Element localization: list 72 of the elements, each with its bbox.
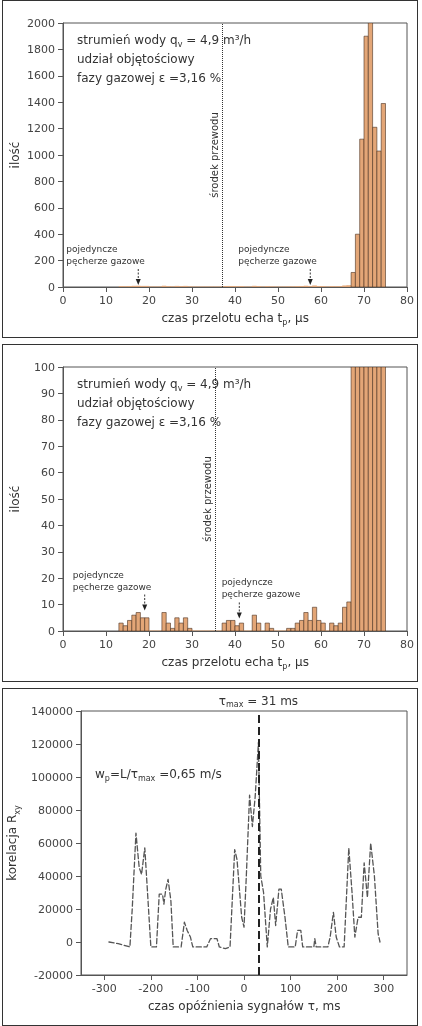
ref-line-label: środek przewodu [208, 112, 220, 198]
y-tick-label: 400 [34, 227, 55, 241]
x-tick-label: 60 [314, 294, 328, 307]
y-tick-label: 0 [48, 280, 55, 294]
x-tick-label: 80 [400, 294, 414, 307]
y-tick-label: 140000 [31, 704, 73, 718]
y-tick-label: 200 [34, 254, 55, 268]
y-tick-label: 30 [41, 545, 55, 559]
y-tick-label: 20 [41, 571, 55, 585]
y-tick-label: 1800 [27, 42, 55, 56]
annotation: strumień wody q$_{v}$ = 4,9 m³/h [77, 33, 252, 52]
y-tick-label: 800 [34, 174, 55, 188]
y-tick-label: 20000 [38, 902, 73, 916]
x-tick-label: 10 [99, 638, 113, 651]
x-tick-label: 60 [314, 638, 328, 651]
x-tick-label: 20 [142, 294, 156, 307]
annotation: pojedyncze pęcherze gazowe [72, 569, 152, 592]
x-tick-label: 200 [326, 982, 348, 995]
annotation: strumień wody q$_{v}$ = 4,9 m³/h [77, 377, 252, 396]
y-tick-label: 120000 [31, 737, 73, 751]
y-tick-label: 1400 [27, 95, 55, 109]
x-tick-label: -300 [91, 982, 117, 995]
x-tick-label: 100 [280, 982, 302, 995]
y-tick-label: 80 [41, 413, 55, 427]
y-tick-label: 0 [66, 935, 73, 949]
y-tick-label: 1200 [27, 122, 55, 136]
x-tick-label: 70 [357, 638, 371, 651]
annotation: udział objętościowy [77, 52, 195, 67]
annotation: fazy gazowej ε =3,16 % [77, 415, 222, 430]
x-tick-label: 40 [228, 294, 242, 307]
y-tick-label: 70 [41, 439, 55, 453]
x-tick-label: 40 [228, 638, 242, 651]
x-tick-label: 10 [99, 294, 113, 307]
ref-line-label: środek przewodu [202, 456, 214, 542]
x-axis-title: czas przelotu echa t$_{p}$, μs [161, 311, 309, 330]
x-tick-label: 300 [373, 982, 395, 995]
y-tick-label: 90 [41, 386, 55, 400]
x-tick-label: 80 [400, 638, 414, 651]
x-tick-label: 0 [240, 982, 248, 995]
y-tick-label: 1600 [27, 69, 55, 83]
y-axis-title: ilość [7, 485, 23, 513]
y-tick-label: 0 [48, 624, 55, 638]
annotation: fazy gazowej ε =3,16 % [77, 71, 222, 86]
y-axis-title: ilość [7, 141, 23, 169]
annotation: udział objętościowy [77, 396, 195, 411]
annotation: pojedyncze pęcherze gazowe [238, 244, 318, 266]
annotation: pojedyncze pęcherze gazowe [221, 577, 301, 600]
y-tick-label: 10 [41, 598, 55, 612]
x-axis-title: czas opóźnienia sygnałów τ, ms [148, 999, 341, 1014]
x-tick-label: 50 [271, 294, 285, 307]
x-axis-title: czas przelotu echa t$_{p}$, μs [161, 655, 309, 674]
y-tick-label: 2000 [27, 16, 55, 30]
annotation: w$_{p}$=L/τ$_{max}$ =0,65 m/s [95, 767, 222, 786]
y-tick-label: 100000 [31, 770, 73, 784]
y-tick-label: 600 [34, 201, 55, 215]
x-tick-label: -200 [138, 982, 164, 995]
y-tick-label: 60000 [38, 836, 73, 850]
y-tick-label: 80000 [38, 803, 73, 817]
x-tick-label: 70 [357, 294, 371, 307]
y-tick-label: 1000 [27, 148, 55, 162]
x-tick-label: 30 [185, 638, 199, 651]
y-tick-label: 40 [41, 518, 55, 532]
y-tick-label: 60 [41, 466, 55, 480]
y-tick-label: 100 [34, 360, 55, 374]
x-tick-label: -100 [184, 982, 210, 995]
x-tick-label: 50 [271, 638, 285, 651]
annotation: pojedyncze pęcherze gazowe [66, 244, 146, 266]
x-tick-label: 20 [142, 638, 156, 651]
x-tick-label: 30 [185, 294, 199, 307]
y-tick-label: 50 [41, 492, 55, 506]
y-tick-label: 40000 [38, 869, 73, 883]
y-tick-label: -20000 [34, 968, 73, 982]
